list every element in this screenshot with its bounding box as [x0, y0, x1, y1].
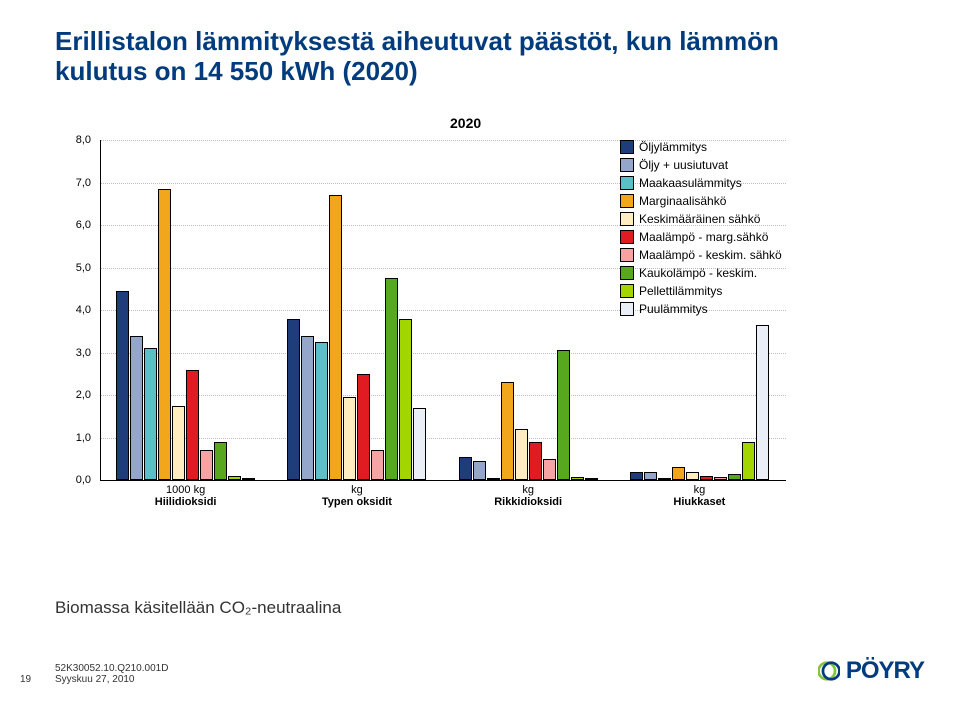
bar: [658, 478, 671, 480]
bar: [413, 408, 426, 480]
chart-subtitle: 2020: [450, 115, 481, 131]
doc-date: Syyskuu 27, 2010: [55, 674, 135, 685]
bar: [144, 348, 157, 480]
bar: [487, 478, 500, 480]
bar: [459, 457, 472, 480]
y-axis-label: 0,0: [61, 474, 91, 486]
y-axis-label: 4,0: [61, 304, 91, 316]
x-axis-label: 1000 kgHiilidioksidi: [100, 484, 271, 508]
bar: [714, 477, 727, 480]
page-title: Erillistalon lämmityksestä aiheutuvat pä…: [55, 27, 875, 87]
legend-swatch: [620, 212, 634, 226]
bar: [287, 319, 300, 481]
bar: [700, 476, 713, 480]
bar: [585, 478, 598, 480]
legend-item: Öljylämmitys: [620, 138, 782, 156]
bar: [515, 429, 528, 480]
legend-item: Öljy + uusiutuvat: [620, 156, 782, 174]
bar: [228, 476, 241, 480]
bar: [728, 474, 741, 480]
legend-swatch: [620, 176, 634, 190]
bar: [672, 467, 685, 480]
bar: [315, 342, 328, 480]
legend-label: Maakaasulämmitys: [639, 174, 742, 192]
legend-label: Kaukolämpö - keskim.: [639, 264, 757, 282]
legend-swatch: [620, 140, 634, 154]
bar: [329, 195, 342, 480]
legend-label: Öljylämmitys: [639, 138, 707, 156]
legend-label: Maalämpö - marg.sähkö: [639, 228, 768, 246]
legend-label: Öljy + uusiutuvat: [639, 156, 728, 174]
footer-meta: 52K30052.10.Q210.001D Syyskuu 27, 2010: [55, 663, 168, 685]
legend-item: Puulämmitys: [620, 300, 782, 318]
bar: [501, 382, 514, 480]
bar: [399, 319, 412, 481]
bar-group: kgTypen oksidit: [271, 140, 442, 480]
x-axis-label: kgHiukkaset: [614, 484, 785, 508]
bar: [571, 477, 584, 480]
legend-label: Pellettilämmitys: [639, 282, 722, 300]
bar: [158, 189, 171, 480]
legend-swatch: [620, 248, 634, 262]
bar-group: kgRikkidioksidi: [443, 140, 614, 480]
legend-swatch: [620, 158, 634, 172]
bar: [343, 397, 356, 480]
legend-item: Keskimääräinen sähkö: [620, 210, 782, 228]
y-axis-label: 2,0: [61, 389, 91, 401]
y-axis-label: 3,0: [61, 347, 91, 359]
y-axis-label: 5,0: [61, 262, 91, 274]
legend-label: Keskimääräinen sähkö: [639, 210, 760, 228]
bar: [371, 450, 384, 480]
doc-code: 52K30052.10.Q210.001D: [55, 663, 168, 674]
legend-swatch: [620, 302, 634, 316]
legend-item: Maalämpö - marg.sähkö: [620, 228, 782, 246]
page-number: 19: [20, 674, 31, 685]
brand-name: PÖYRY: [846, 657, 924, 685]
legend-item: Maalämpö - keskim. sähkö: [620, 246, 782, 264]
footnote: Biomassa käsitellään CO₂-neutraalina: [55, 598, 341, 618]
bar-group: 1000 kgHiilidioksidi: [100, 140, 271, 480]
bar: [473, 461, 486, 480]
bar: [242, 478, 255, 480]
bar: [529, 442, 542, 480]
bar: [186, 370, 199, 481]
legend-label: Puulämmitys: [639, 300, 708, 318]
logo-icon: [818, 660, 840, 682]
bar: [200, 450, 213, 480]
legend-swatch: [620, 230, 634, 244]
y-axis-label: 6,0: [61, 219, 91, 231]
legend-label: Marginaalisähkö: [639, 192, 726, 210]
bar: [686, 472, 699, 480]
legend-item: Maakaasulämmitys: [620, 174, 782, 192]
legend-swatch: [620, 194, 634, 208]
bar: [630, 472, 643, 481]
bar: [756, 325, 769, 480]
legend-label: Maalämpö - keskim. sähkö: [639, 246, 782, 264]
legend-swatch: [620, 266, 634, 280]
bar: [214, 442, 227, 480]
legend: ÖljylämmitysÖljy + uusiutuvatMaakaasuläm…: [620, 138, 782, 318]
legend-item: Kaukolämpö - keskim.: [620, 264, 782, 282]
bar: [385, 278, 398, 480]
y-axis-label: 7,0: [61, 177, 91, 189]
bar: [742, 442, 755, 480]
x-axis-label: kgTypen oksidit: [271, 484, 442, 508]
bar: [357, 374, 370, 480]
x-axis-label: kgRikkidioksidi: [443, 484, 614, 508]
legend-swatch: [620, 284, 634, 298]
bar: [172, 406, 185, 480]
bar: [130, 336, 143, 480]
bar: [543, 459, 556, 480]
bar: [557, 350, 570, 480]
legend-item: Marginaalisähkö: [620, 192, 782, 210]
brand-logo: PÖYRY: [818, 657, 924, 685]
legend-item: Pellettilämmitys: [620, 282, 782, 300]
bar: [116, 291, 129, 480]
bar: [644, 472, 657, 480]
y-axis-label: 8,0: [61, 134, 91, 146]
bar: [301, 336, 314, 480]
y-axis-label: 1,0: [61, 432, 91, 444]
